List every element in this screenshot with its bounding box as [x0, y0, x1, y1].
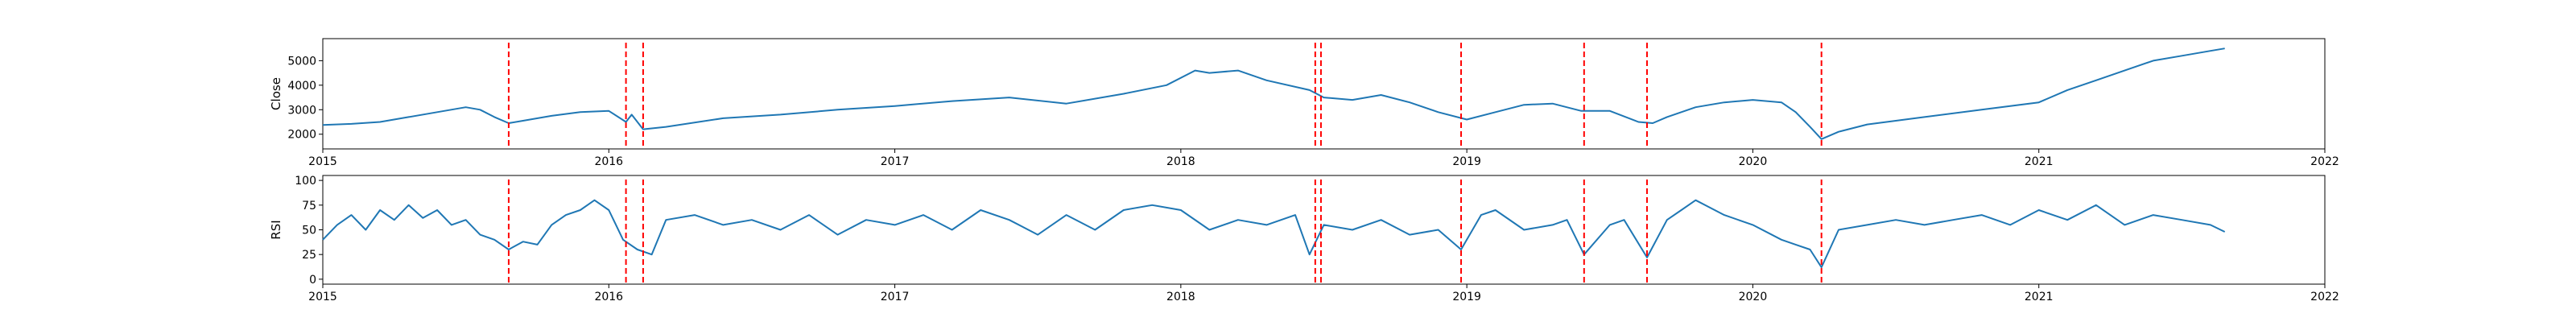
chart-1-y-tick-label-2: 4000	[287, 80, 316, 93]
chart-2-x-tick-label-3: 2018	[1166, 291, 1195, 303]
chart-2-x-tick-label-0: 2015	[308, 291, 337, 303]
chart-1-y-tick-label-3: 5000	[287, 55, 316, 68]
chart-2-y-axis-label: RSI	[269, 220, 283, 239]
chart-1-y-axis-label: Close	[269, 77, 283, 110]
chart-1-x-tick-label-1: 2016	[594, 155, 623, 168]
chart-1-x-tick-label-5: 2020	[1739, 155, 1768, 168]
chart-1-x-tick-label-2: 2017	[881, 155, 910, 168]
chart-2-x-tick-label-6: 2021	[2025, 291, 2054, 303]
chart-2-x-tick-label-1: 2016	[594, 291, 623, 303]
chart-2-x-tick-label-4: 2019	[1452, 291, 1481, 303]
chart-1-x-tick-label-4: 2019	[1452, 155, 1481, 168]
chart-2-series-line-0	[322, 199, 2226, 269]
chart-1-plot-frame	[322, 38, 2326, 150]
chart-2-y-tick-label-0: 0	[309, 274, 316, 287]
chart-2-y-tick-label-1: 25	[302, 249, 316, 262]
chart-1-x-tick-label-7: 2022	[2310, 155, 2339, 168]
chart-1-y-tick-label-1: 3000	[287, 104, 316, 117]
chart-2-y-tick-label-2: 50	[302, 225, 316, 237]
chart-1-x-tick-label-3: 2018	[1166, 155, 1195, 168]
chart-1-series-line-0	[322, 47, 2225, 140]
chart-2-plot-frame	[322, 175, 2326, 285]
chart-2-x-tick-label-7: 2022	[2310, 291, 2339, 303]
chart-2-x-tick-label-2: 2017	[881, 291, 910, 303]
chart-1-y-tick-label-0: 2000	[287, 129, 316, 142]
chart-2-y-tick-label-4: 100	[295, 175, 316, 188]
chart-1-x-tick-label-0: 2015	[308, 155, 337, 168]
chart-2-x-tick-label-5: 2020	[1739, 291, 1768, 303]
chart-2-y-tick-label-3: 75	[302, 200, 316, 213]
chart-1-x-tick-label-6: 2021	[2025, 155, 2054, 168]
